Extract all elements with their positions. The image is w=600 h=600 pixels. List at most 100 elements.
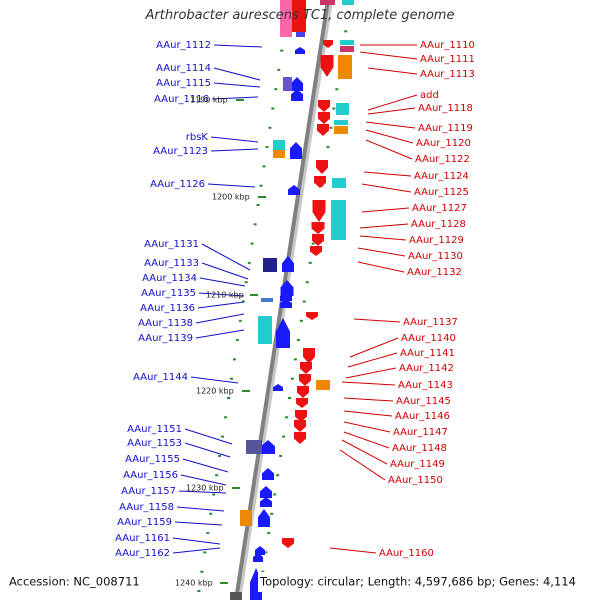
reverse-gene-arrow[interactable] [306,312,318,320]
forward-gene-arrow[interactable] [282,256,294,272]
forward-gene-arrow[interactable] [261,440,275,454]
gene-label-left[interactable]: AAur_1131 [144,239,199,250]
gene-label-right[interactable]: AAur_1149 [390,459,445,470]
reverse-gene-arrow[interactable] [323,40,333,48]
reverse-gene-arrow[interactable] [310,246,322,256]
reverse-gene-box[interactable] [316,380,330,390]
reverse-gene-box[interactable] [332,178,346,188]
gene-label-left[interactable]: AAur_1136 [140,303,195,314]
gene-label-right[interactable]: AAur_1150 [388,475,443,486]
gene-label-right[interactable]: AAur_1113 [420,69,475,80]
reverse-gene-arrow[interactable] [299,374,311,386]
gene-label-right[interactable]: AAur_1128 [411,219,466,230]
reverse-gene-box[interactable] [334,120,348,125]
reverse-gene-arrow[interactable] [303,348,315,364]
forward-gene-arrow[interactable] [260,486,272,498]
forward-gene-box[interactable] [273,150,285,158]
gene-label-left[interactable]: AAur_1135 [141,288,196,299]
gene-label-left[interactable]: AAur_1161 [115,533,170,544]
gene-label-right[interactable]: AAur_1143 [398,380,453,391]
forward-gene-box[interactable] [240,510,252,526]
reverse-gene-arrow[interactable] [320,55,334,77]
forward-gene-box[interactable] [283,77,292,91]
forward-gene-arrow[interactable] [262,468,274,480]
gene-label-right[interactable]: AAur_1125 [414,187,469,198]
gene-label-left[interactable]: AAur_1123 [153,146,208,157]
gene-label-right[interactable]: AAur_1129 [409,235,464,246]
reverse-gene-arrow[interactable] [316,160,328,174]
reverse-gene-box[interactable] [331,200,346,240]
reverse-gene-arrow[interactable] [312,200,326,222]
forward-gene-arrow[interactable] [280,280,294,296]
reverse-gene-arrow[interactable] [300,362,312,374]
forward-gene-arrow[interactable] [276,318,290,348]
forward-gene-arrow[interactable] [291,77,303,91]
gene-label-left[interactable]: rbsK [186,132,209,143]
gene-label-left[interactable]: AAur_1133 [144,258,199,269]
reverse-gene-box[interactable] [338,55,352,79]
gene-label-right[interactable]: AAur_1145 [396,396,451,407]
forward-gene-arrow[interactable] [288,185,300,195]
gene-label-right[interactable]: AAur_1148 [392,443,447,454]
forward-gene-arrow[interactable] [255,546,265,555]
forward-gene-arrow[interactable] [280,292,292,301]
forward-gene-arrow[interactable] [280,299,292,308]
gene-label-right[interactable]: AAur_1130 [408,251,463,262]
reverse-gene-arrow[interactable] [294,420,306,432]
forward-gene-arrow[interactable] [253,553,263,562]
gene-label-right[interactable]: AAur_1120 [416,138,471,149]
forward-gene-arrow[interactable] [291,89,303,101]
gene-label-left[interactable]: AAur_1162 [115,548,170,559]
gene-label-right[interactable]: AAur_1147 [393,427,448,438]
gene-label-right[interactable]: AAur_1127 [412,203,467,214]
forward-gene-box[interactable] [258,316,272,344]
reverse-gene-box[interactable] [340,40,354,45]
gene-label-left[interactable]: AAur_1144 [133,372,188,383]
forward-gene-arrow[interactable] [258,509,270,527]
gene-label-right[interactable]: AAur_1132 [407,267,462,278]
gene-label-right[interactable]: AAur_1160 [379,548,434,559]
gene-label-left[interactable]: AAur_1159 [117,517,172,528]
reverse-gene-arrow[interactable] [314,176,326,188]
gene-label-left[interactable]: AAur_1153 [127,438,182,449]
gene-label-left[interactable]: AAur_1116 [154,94,209,105]
gene-label-right[interactable]: AAur_1124 [414,171,469,182]
gene-label-left[interactable]: AAur_1115 [156,78,211,89]
gene-label-left[interactable]: AAur_1158 [119,502,174,513]
gene-label-right[interactable]: AAur_1142 [399,363,454,374]
forward-gene-box[interactable] [263,258,277,272]
reverse-gene-box[interactable] [292,0,306,32]
forward-gene-arrow[interactable] [273,384,283,391]
gene-label-left[interactable]: AAur_1156 [123,470,178,481]
gene-label-right[interactable]: AAur_1140 [401,333,456,344]
gene-label-right[interactable]: AAur_1146 [395,411,450,422]
reverse-gene-box[interactable] [342,0,354,5]
gene-label-left[interactable]: AAur_1112 [156,40,211,51]
reverse-gene-arrow[interactable] [317,124,329,136]
gene-label-left[interactable]: AAur_1134 [142,273,197,284]
forward-gene-box[interactable] [261,298,273,302]
reverse-gene-arrow[interactable] [296,398,308,408]
pink-feature-box[interactable] [320,0,335,5]
gene-label-right[interactable]: AAur_1110 [420,40,475,51]
gene-label-left[interactable]: AAur_1151 [127,424,182,435]
reverse-gene-arrow[interactable] [311,222,325,234]
gene-label-left[interactable]: AAur_1155 [125,454,180,465]
reverse-gene-arrow[interactable] [297,386,309,398]
gene-label-right[interactable]: AAur_1119 [418,123,473,134]
gene-label-right[interactable]: AAur_1122 [415,154,470,165]
reverse-gene-arrow[interactable] [312,234,324,246]
gene-label-right[interactable]: AAur_1118 [418,103,473,114]
dark-feature-box[interactable] [230,592,242,600]
reverse-gene-arrow[interactable] [318,112,330,124]
gene-label-left[interactable]: AAur_1139 [138,333,193,344]
reverse-gene-arrow[interactable] [282,538,294,548]
gene-label-left[interactable]: AAur_1126 [150,179,205,190]
gene-label-right[interactable]: add [420,90,439,101]
gene-label-left[interactable]: AAur_1157 [121,486,176,497]
reverse-gene-arrow[interactable] [318,100,330,112]
forward-gene-arrow[interactable] [295,47,305,54]
pink-feature-box[interactable] [340,46,354,52]
gene-label-right[interactable]: AAur_1141 [400,348,455,359]
gene-label-right[interactable]: AAur_1111 [420,54,475,65]
